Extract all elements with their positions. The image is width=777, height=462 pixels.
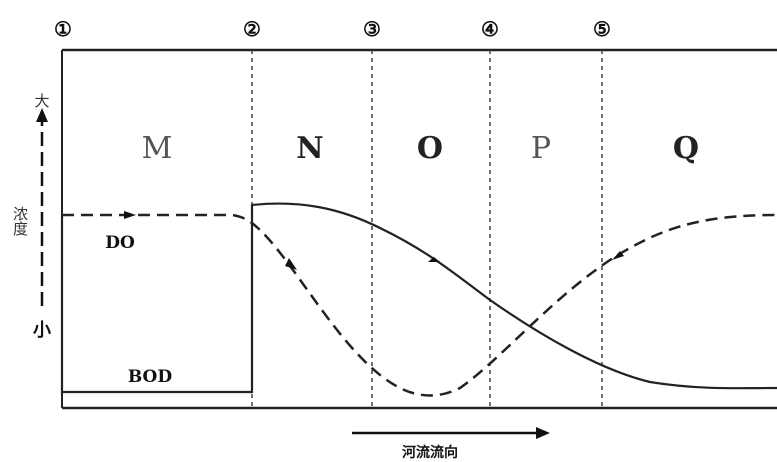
y-axis-high: 大 <box>34 92 49 110</box>
flow-arrowhead <box>536 427 550 439</box>
zone-o: O <box>417 131 443 166</box>
y-axis-arrowhead <box>36 108 48 122</box>
do-arrow-m <box>124 211 136 219</box>
do-label: DO <box>105 233 135 253</box>
marker-3: ③ <box>363 17 381 41</box>
marker-2: ② <box>243 17 261 41</box>
zone-p: P <box>531 131 551 166</box>
marker-5: ⑤ <box>593 17 611 41</box>
y-axis-label: 浓度 <box>11 206 29 236</box>
bod-curve <box>60 202 777 394</box>
marker-4: ④ <box>481 17 499 41</box>
bod-label: BOD <box>128 367 172 387</box>
do-arrow-q <box>612 251 624 260</box>
zone-q: Q <box>673 131 699 166</box>
bod-arrow-o <box>428 257 440 262</box>
zone-n: N <box>296 131 323 166</box>
do-arrow-n <box>285 258 297 270</box>
marker-1: ① <box>54 17 72 41</box>
zone-m: M <box>142 131 173 166</box>
flow-label: 河流流向 <box>402 444 458 461</box>
y-axis-low: 小 <box>33 320 51 341</box>
do-curve <box>62 213 777 397</box>
